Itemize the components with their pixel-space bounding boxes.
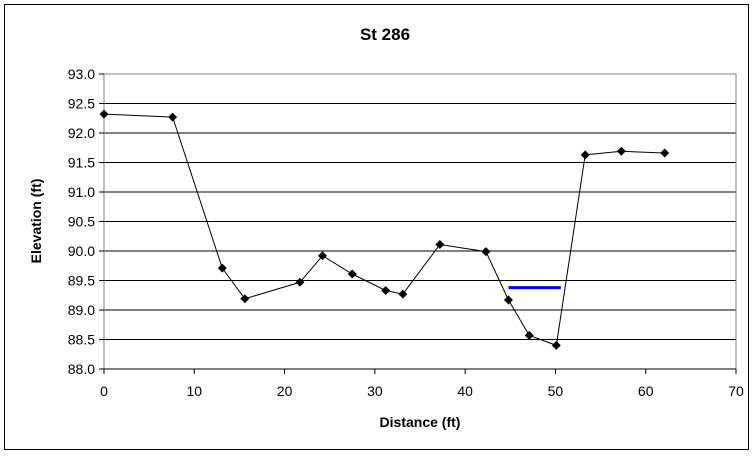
y-tick-label: 93.0 [68,66,95,82]
series-layer [99,109,670,350]
x-tick-label: 50 [548,383,564,399]
data-point-marker [381,286,391,296]
chart-border [4,4,749,450]
data-point-marker [481,247,491,257]
y-tick-label: 91.0 [68,184,95,200]
y-tick-label: 92.5 [68,96,95,112]
y-tick-label: 88.5 [68,332,95,348]
data-point-marker [616,146,626,156]
x-tick-label: 0 [100,383,108,399]
y-axis-ticks: 88.0 88.5 89.0 89.5 90.0 90.5 91.0 91.5 92.0 92.5… [68,66,104,377]
data-point-marker [168,112,178,122]
y-tick-label: 89.5 [68,273,95,289]
data-point-marker [580,150,590,160]
y-tick-label: 91.5 [68,155,95,171]
y-tick-label: 88.0 [68,361,95,377]
y-tick-label: 92.0 [68,125,95,141]
x-tick-label: 40 [457,383,473,399]
y-axis-label: Elevation (ft) [28,179,44,264]
x-axis-ticks: 0 10 20 30 40 50 60 70 [100,368,744,399]
y-tick-label: 90.5 [68,214,95,230]
data-point-marker [503,295,513,305]
x-tick-label: 30 [367,383,383,399]
data-point-marker [551,340,561,350]
data-point-marker [317,251,327,261]
data-point-marker [347,269,357,279]
x-tick-label: 70 [728,383,744,399]
data-point-marker [240,294,250,304]
data-point-marker [99,109,109,119]
x-axis-label: Distance (ft) [380,414,461,430]
data-point-marker [295,277,305,287]
y-tick-label: 90.0 [68,243,95,259]
y-tick-label: 89.0 [68,302,95,318]
data-point-marker [435,240,445,250]
x-tick-label: 20 [277,383,293,399]
data-point-marker [217,263,227,273]
x-tick-label: 60 [638,383,654,399]
chart-title: St 286 [360,25,410,44]
data-point-marker [398,289,408,299]
data-point-marker [524,330,534,340]
x-tick-label: 10 [186,383,202,399]
data-point-marker [660,148,670,158]
